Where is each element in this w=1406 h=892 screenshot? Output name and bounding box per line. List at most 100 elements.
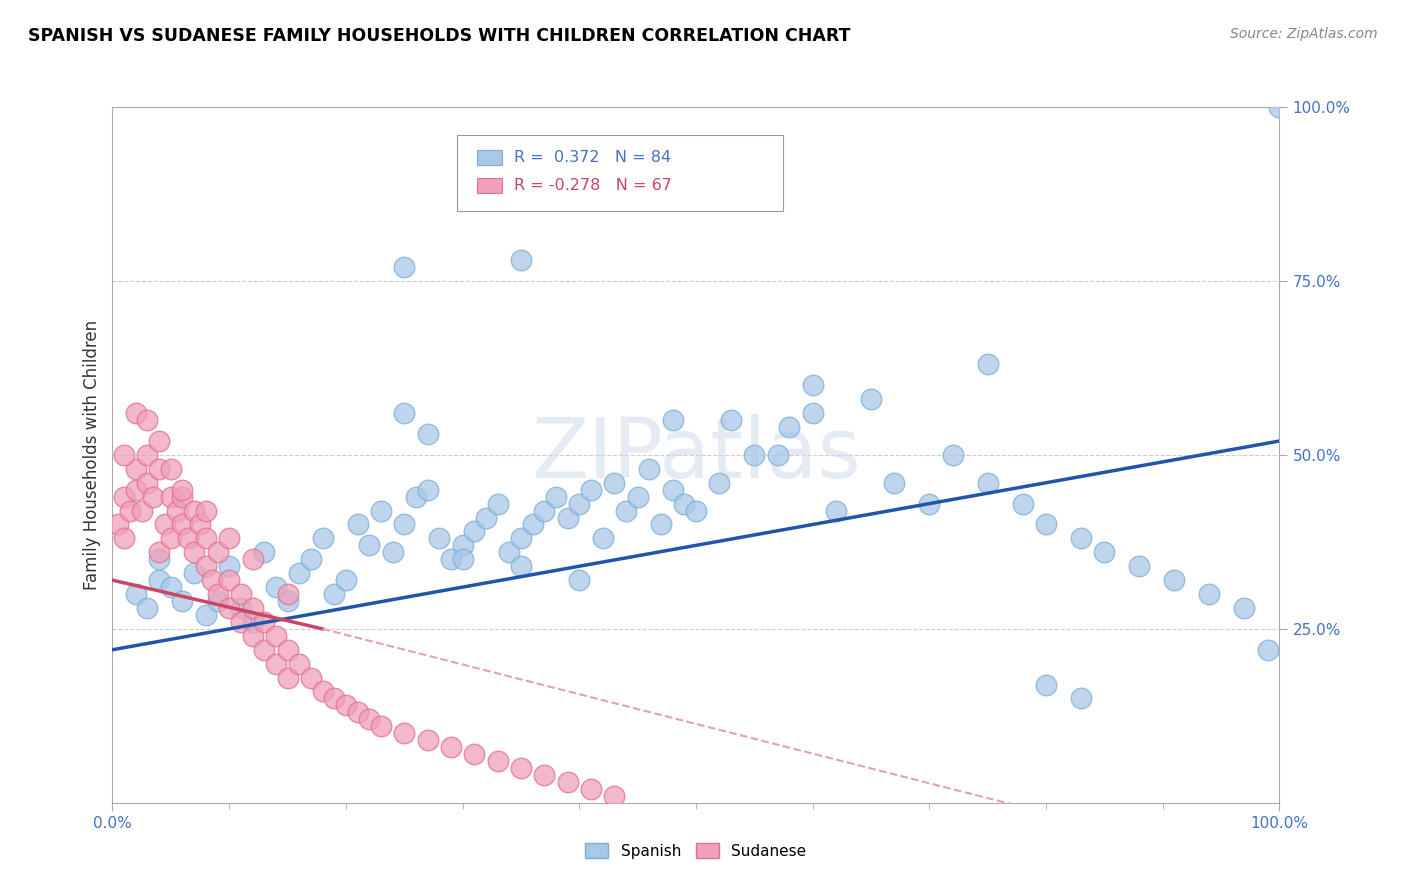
Point [1128,559,1150,574]
Text: SPANISH VS SUDANESE FAMILY HOUSEHOLDS WITH CHILDREN CORRELATION CHART: SPANISH VS SUDANESE FAMILY HOUSEHOLDS WI… [28,27,851,45]
Point [1268,100,1291,114]
Point [194,503,217,517]
Point [112,532,135,546]
Point [405,490,427,504]
Point [801,378,824,392]
Point [463,747,485,761]
Point [579,483,602,497]
Point [416,427,439,442]
Point [638,462,661,476]
Point [288,657,311,671]
Point [766,448,789,462]
Point [299,552,322,566]
Point [160,462,183,476]
Point [136,448,159,462]
Point [188,517,211,532]
Point [125,483,148,497]
Point [207,587,229,601]
Point [650,517,672,532]
Bar [477,178,502,194]
FancyBboxPatch shape [457,135,783,211]
Point [1257,642,1279,657]
Point [568,497,591,511]
Point [172,483,194,497]
Point [183,545,205,559]
Point [311,532,333,546]
Point [148,573,170,587]
Point [218,601,240,615]
Point [509,532,531,546]
Point [323,587,346,601]
Point [918,497,941,511]
Point [1092,545,1115,559]
Point [172,490,194,504]
Point [509,761,531,775]
Point [125,462,148,476]
Point [218,559,240,574]
Point [311,684,333,698]
Point [451,538,474,552]
Legend: Spanish, Sudanese: Spanish, Sudanese [579,837,813,864]
Point [475,510,498,524]
Point [288,566,311,581]
Point [335,573,357,587]
Point [825,503,848,517]
Point [486,497,509,511]
Point [160,532,183,546]
Point [1035,517,1057,532]
Point [125,587,148,601]
Point [194,559,217,574]
Point [201,573,224,587]
Point [778,420,800,434]
Point [229,587,252,601]
Point [142,490,165,504]
Point [568,573,591,587]
Point [194,607,217,622]
Point [440,740,463,755]
Point [685,503,707,517]
Point [509,253,531,268]
Point [392,260,416,274]
Point [276,587,298,601]
Point [661,413,683,427]
Point [557,510,579,524]
Point [416,733,439,747]
Point [131,503,153,517]
Point [160,490,183,504]
Point [1198,587,1220,601]
Point [346,706,368,720]
Point [276,594,298,608]
Point [166,503,188,517]
Point [370,503,392,517]
Point [416,483,439,497]
Point [392,726,416,740]
Point [136,413,159,427]
Point [451,552,474,566]
Point [801,406,824,420]
Point [976,358,998,372]
Point [136,475,159,490]
Point [427,532,450,546]
Text: ZIPatlas: ZIPatlas [531,415,860,495]
Point [673,497,696,511]
Point [509,559,531,574]
Point [592,532,614,546]
Point [359,712,381,726]
Point [381,545,404,559]
Point [720,413,742,427]
Point [463,524,485,539]
Point [183,566,205,581]
Point [148,462,170,476]
Point [1070,691,1092,706]
Point [125,406,148,420]
Point [242,601,264,615]
Point [253,642,276,657]
Point [486,754,509,768]
Text: R =  0.372   N = 84: R = 0.372 N = 84 [515,151,671,165]
Point [392,517,416,532]
Point [544,490,567,504]
Point [242,615,264,629]
Point [264,629,287,643]
Point [533,503,555,517]
Point [148,552,170,566]
